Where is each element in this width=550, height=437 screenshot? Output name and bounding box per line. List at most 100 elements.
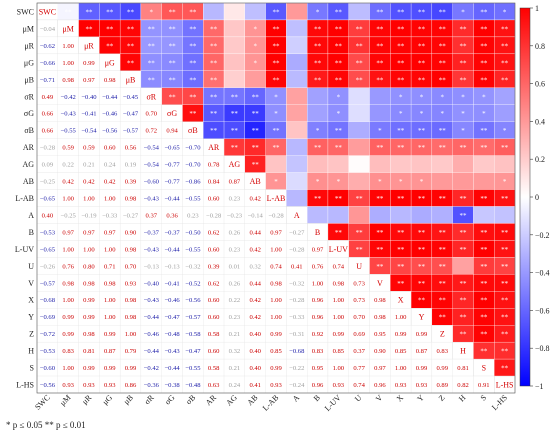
correlation-value: 0.42 [249, 196, 261, 203]
heatmap-cell [203, 2, 225, 21]
significance-stars: ** [189, 93, 197, 101]
significance-stars: ** [314, 59, 322, 67]
correlation-value: 0.60 [208, 297, 220, 304]
y-tick-label: Z [29, 330, 34, 339]
correlation-value: 0.60 [208, 196, 220, 203]
significance-stars: ** [252, 161, 260, 169]
significance-stars: ** [127, 42, 135, 50]
correlation-value: 0.23 [187, 212, 199, 219]
heatmap-cell [369, 206, 391, 224]
correlation-value: 0.44 [249, 229, 261, 236]
significance-stars: ** [376, 263, 384, 271]
significance-stars: ** [480, 127, 488, 135]
diagonal-label: SWC [39, 7, 56, 16]
correlation-value: −0.43 [144, 196, 160, 203]
significance-stars: ** [439, 42, 447, 50]
significance-stars: ** [480, 229, 488, 237]
correlation-value: 0.99 [395, 331, 407, 338]
heatmap-cells: SWC ** ** ** ** * ** ** ** * ** ** ** ** ** * ** *−0.04 μM… [36, 2, 516, 394]
y-tick-label: A [28, 211, 34, 220]
significance-stars: ** [418, 59, 426, 67]
heatmap-cell [390, 155, 412, 173]
correlation-value: 0.93 [395, 382, 407, 389]
correlation-value: 1.00 [270, 314, 282, 321]
significance-stars: ** [335, 127, 343, 135]
correlation-value: 0.93 [270, 382, 282, 389]
significance-stars: ** [480, 144, 488, 152]
plot-frame [36, 2, 516, 394]
correlation-value: 0.98 [125, 196, 137, 203]
diagonal-label: μM [62, 24, 73, 33]
diagonal-label: S [482, 364, 486, 373]
correlation-value: −0.13 [144, 263, 160, 270]
significance-stars: ** [356, 25, 364, 33]
correlation-value: −0.77 [164, 162, 180, 169]
correlation-value: −0.19 [81, 212, 97, 219]
correlation-value: −0.57 [185, 314, 201, 321]
correlation-value: −0.28 [206, 212, 222, 219]
correlation-value: −0.55 [185, 246, 201, 253]
correlation-value: 1.00 [333, 365, 345, 372]
x-tick-label: μR [80, 393, 94, 407]
heatmap-cell [410, 155, 433, 173]
y-tick-label: V [28, 279, 34, 288]
x-tick-label: σB [184, 393, 197, 406]
correlation-value: 0.42 [83, 179, 95, 186]
heatmap-cell [348, 155, 370, 173]
significance-stars: ** [501, 229, 509, 237]
heatmap-cell [286, 121, 308, 139]
correlation-value: 0.21 [83, 162, 95, 169]
correlation-value: 0.92 [312, 331, 324, 338]
significance-stars: ** [273, 59, 281, 67]
significance-stars: ** [480, 246, 488, 254]
heatmap-cell [223, 2, 245, 21]
correlation-value: −0.44 [164, 196, 180, 203]
heatmap-cell [244, 70, 266, 88]
correlation-value: 0.89 [436, 382, 448, 389]
significance-stars: ** [397, 8, 405, 16]
y-tick-label: μB [24, 75, 34, 84]
significance-stars: ** [106, 25, 114, 33]
significance-stars: ** [460, 297, 468, 305]
diagonal-label: X [398, 296, 404, 305]
correlation-value: −0.54 [144, 145, 160, 152]
heatmap-cell [369, 155, 391, 173]
correlation-value: 0.98 [270, 280, 282, 287]
correlation-value: 0.96 [312, 314, 324, 321]
correlation-value: 0.85 [270, 348, 282, 355]
colorbar-tick-label: 0.8 [535, 42, 545, 51]
correlation-value: −0.46 [164, 297, 180, 304]
correlation-value: 0.99 [125, 365, 137, 372]
significance-stars: ** [439, 314, 447, 322]
significance-stars: ** [376, 246, 384, 254]
diagonal-label: AR [208, 143, 220, 152]
correlation-value: 0.90 [374, 348, 386, 355]
diagonal-label: U [356, 262, 362, 271]
heatmap-cell [431, 206, 453, 224]
correlation-value: 0.96 [312, 297, 324, 304]
correlation-value: 0.82 [457, 382, 469, 389]
significance-stars: ** [335, 59, 343, 67]
correlation-value: 1.00 [104, 196, 116, 203]
x-tick-label: A [291, 393, 302, 404]
correlation-value: 0.97 [374, 365, 386, 372]
correlation-value: 0.36 [166, 212, 178, 219]
significance-stars: ** [85, 8, 93, 16]
heatmap-cell [286, 172, 308, 190]
heatmap-cell [265, 155, 287, 173]
correlation-value: 0.70 [353, 314, 365, 321]
significance-stars: ** [480, 195, 488, 203]
y-tick-label: σG [24, 109, 34, 118]
correlation-value: 0.66 [42, 128, 54, 135]
significance-stars: ** [335, 25, 343, 33]
x-tick-label: μG [101, 393, 115, 407]
diagonal-label: σB [188, 126, 198, 135]
correlation-value: −0.27 [289, 229, 305, 236]
correlation-value: −0.57 [123, 128, 139, 135]
correlation-value: −0.66 [40, 60, 56, 67]
significance-stars: ** [439, 8, 447, 16]
significance-stars: ** [460, 331, 468, 339]
heatmap-cell [390, 206, 412, 224]
correlation-value: −0.54 [81, 128, 97, 135]
